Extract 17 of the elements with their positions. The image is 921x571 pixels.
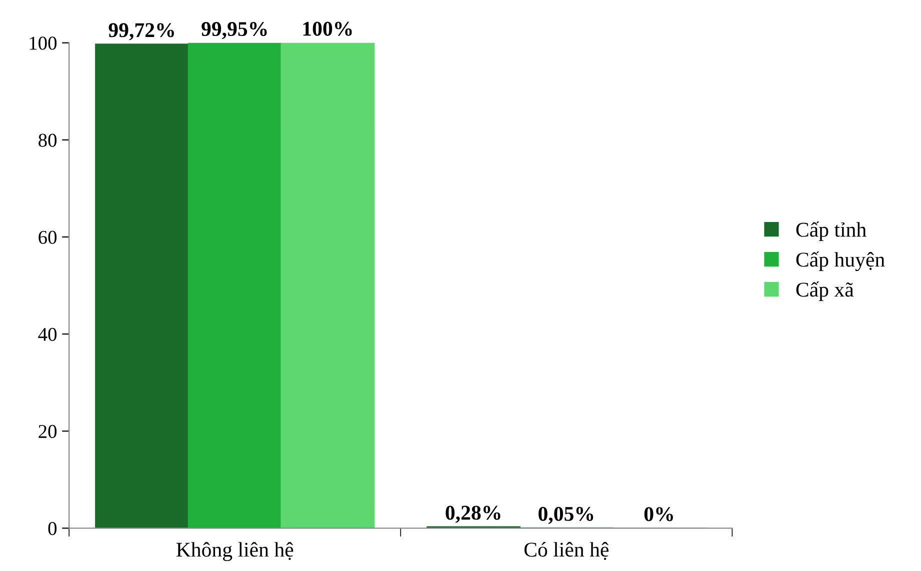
data-label: 0,05% [538, 506, 594, 524]
legend-label: Cấp huyện [796, 251, 885, 272]
x-tick-label: Có liên hệ [524, 542, 609, 560]
y-tick-label: 20 [38, 424, 57, 438]
legend-label: Cấp tỉnh [796, 222, 866, 242]
data-label: 0,28% [446, 506, 500, 523]
data-label: 0% [644, 507, 673, 522]
data-label: 99,72% [108, 23, 174, 40]
y-tick-label: 0 [48, 522, 57, 536]
y-tick-label: 60 [38, 230, 57, 244]
x-tick-label: Không liên hệ [176, 542, 294, 562]
legend-label: Cấp xã [796, 281, 854, 301]
y-tick-label: 100 [30, 36, 57, 50]
y-tick-label: 80 [38, 134, 57, 147]
y-tick-label: 40 [38, 328, 57, 341]
data-label: 100% [303, 22, 352, 36]
data-label: 99,95% [202, 22, 267, 40]
